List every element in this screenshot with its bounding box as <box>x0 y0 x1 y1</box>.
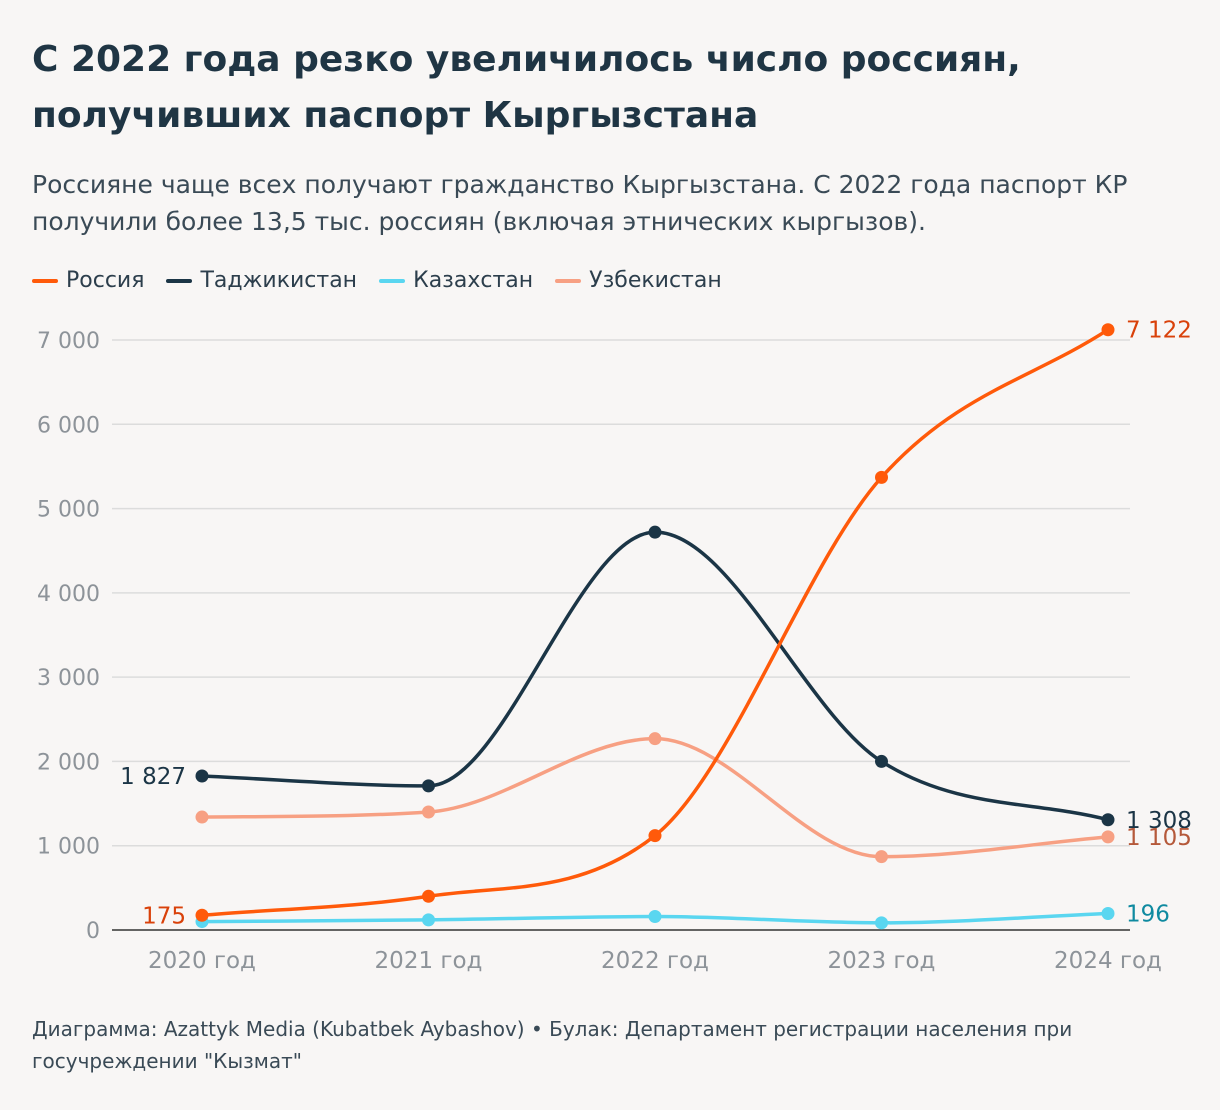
legend-item-kazakhstan: Казахстан <box>379 268 533 293</box>
point-tajikistan-2 <box>648 525 662 539</box>
point-russia-2 <box>648 829 662 843</box>
legend-swatch-tajikistan <box>166 278 193 283</box>
legend-swatch-russia <box>32 278 58 283</box>
data-label-russia-0: 175 <box>142 903 186 929</box>
point-uzbekistan-0 <box>195 810 209 824</box>
y-tick-label-3000: 3 000 <box>37 666 100 691</box>
legend-item-tajikistan: Таджикистан <box>166 268 357 293</box>
point-russia-0 <box>195 908 209 922</box>
point-tajikistan-3 <box>875 754 888 768</box>
y-tick-label-0: 0 <box>86 919 100 944</box>
x-tick-label-2023-год: 2023 год <box>828 948 936 974</box>
x-tick-label-2020-год: 2020 год <box>148 948 256 974</box>
legend-swatch-kazakhstan <box>379 278 406 283</box>
point-kazakhstan-2 <box>648 910 662 924</box>
data-label-tajikistan-4: 1 308 <box>1126 808 1192 834</box>
point-uzbekistan-3 <box>875 850 888 864</box>
y-tick-label-1000: 1 000 <box>37 835 100 860</box>
point-tajikistan-1 <box>422 779 435 793</box>
point-russia-4 <box>1101 323 1115 337</box>
legend-label-tajikistan: Таджикистан <box>200 268 358 293</box>
legend-label-uzbekistan: Узбекистан <box>589 268 722 293</box>
legend: Россия Таджикистан Казахстан Узбекистан <box>32 268 722 293</box>
point-tajikistan-0 <box>195 769 209 783</box>
legend-swatch-uzbekistan <box>555 278 582 283</box>
point-kazakhstan-3 <box>875 916 888 930</box>
series-line-russia <box>200 327 1110 917</box>
point-uzbekistan-1 <box>422 805 435 819</box>
point-russia-3 <box>875 470 888 484</box>
chart-subtitle: Россияне чаще всех получают гражданство … <box>32 170 1128 236</box>
point-tajikistan-4 <box>1101 813 1115 827</box>
x-tick-label-2024-год: 2024 год <box>1054 948 1162 974</box>
point-kazakhstan-4 <box>1101 906 1115 920</box>
legend-label-kazakhstan: Казахстан <box>413 268 534 293</box>
y-tick-label-2000: 2 000 <box>37 750 100 775</box>
source-note: Диаграмма: Azattyk Media (Kubatbek Aybas… <box>32 1017 1073 1073</box>
y-tick-label-5000: 5 000 <box>37 498 100 523</box>
y-tick-label-4000: 4 000 <box>37 582 100 607</box>
legend-item-russia: Россия <box>32 268 144 293</box>
legend-item-uzbekistan: Узбекистан <box>555 268 722 293</box>
x-tick-label-2021-год: 2021 год <box>375 948 483 974</box>
point-uzbekistan-2 <box>648 732 662 746</box>
data-label-russia-4: 7 122 <box>1126 318 1192 344</box>
point-uzbekistan-4 <box>1101 830 1115 844</box>
data-label-tajikistan-0: 1 827 <box>120 764 186 790</box>
data-label-kazakhstan-4: 196 <box>1126 901 1170 927</box>
y-tick-label-6000: 6 000 <box>37 413 100 438</box>
legend-label-russia: Россия <box>66 268 145 293</box>
point-russia-1 <box>422 889 435 903</box>
x-tick-label-2022-год: 2022 год <box>601 948 709 974</box>
chart-title: С 2022 года резко увеличилось число росс… <box>32 39 1021 136</box>
y-tick-label-7000: 7 000 <box>37 329 100 354</box>
data-label-uzbekistan-4: 1 105 <box>1126 825 1192 851</box>
series-line-tajikistan <box>200 530 1110 822</box>
point-kazakhstan-1 <box>422 913 435 927</box>
